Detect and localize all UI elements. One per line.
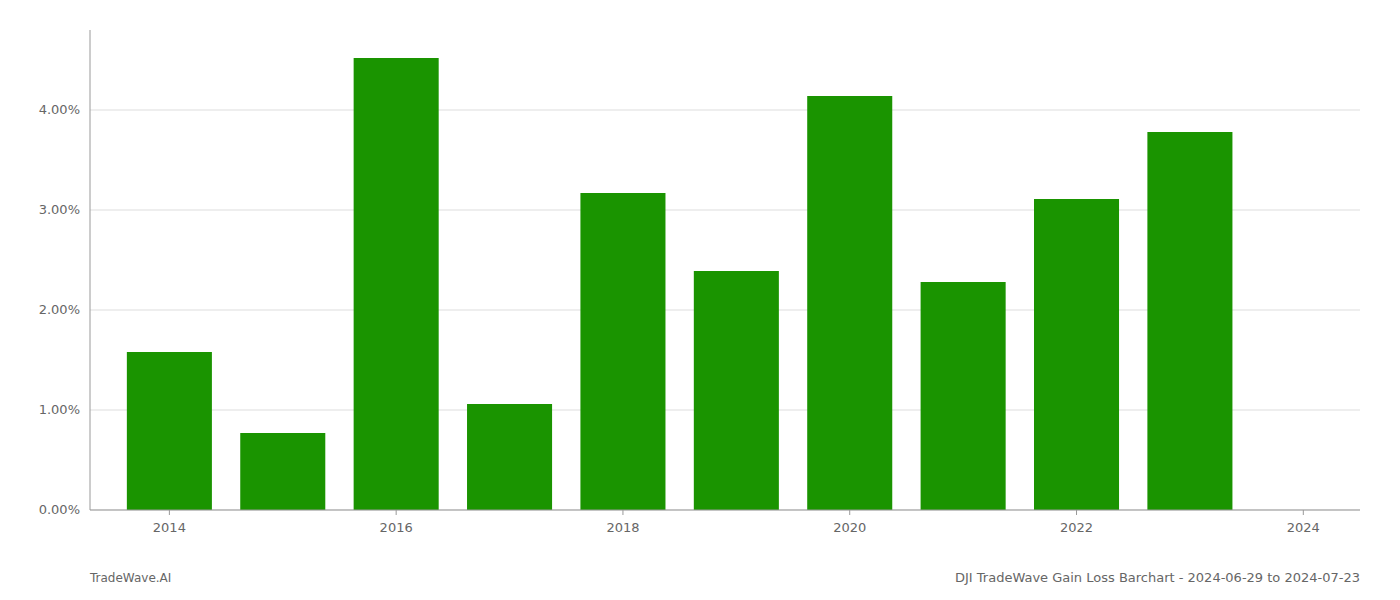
x-tick bbox=[1076, 510, 1077, 515]
bar bbox=[467, 404, 552, 510]
bar bbox=[354, 58, 439, 510]
title: DJI TradeWave Gain Loss Barchart - 2024-… bbox=[955, 570, 1360, 585]
grid bbox=[90, 110, 1360, 510]
watermark: TradeWave.AI bbox=[89, 571, 171, 585]
x-tick-label: 2014 bbox=[153, 520, 186, 535]
chart-container: 0.00% 1.00% 2.00% 3.00% 4.00% 2014 2016 2018 202… bbox=[0, 0, 1400, 600]
y-tick-label: 3.00% bbox=[39, 202, 80, 217]
x-tick bbox=[1303, 510, 1304, 515]
y-axis: 0.00% 1.00% 2.00% 3.00% 4.00% bbox=[39, 102, 80, 517]
bar bbox=[127, 352, 212, 510]
x-tick-label: 2016 bbox=[380, 520, 413, 535]
x-tick bbox=[849, 510, 850, 515]
bar bbox=[694, 271, 779, 510]
bar bbox=[1034, 199, 1119, 510]
y-tick-label: 1.00% bbox=[39, 402, 80, 417]
grid-line bbox=[90, 110, 1360, 111]
bar bbox=[1147, 132, 1232, 510]
bar bbox=[921, 282, 1006, 510]
x-axis-line bbox=[90, 510, 1360, 511]
x-tick-label: 2024 bbox=[1287, 520, 1320, 535]
x-tick bbox=[622, 510, 623, 515]
y-axis-line bbox=[90, 30, 91, 510]
chart-svg: 0.00% 1.00% 2.00% 3.00% 4.00% 2014 2016 2018 202… bbox=[0, 0, 1400, 600]
x-tick bbox=[169, 510, 170, 515]
page: {"chart_data": {"type": "bar", "title": … bbox=[0, 0, 1400, 600]
x-axis: 2014 2016 2018 2020 2022 2024 bbox=[153, 510, 1320, 535]
bar bbox=[807, 96, 892, 510]
bar bbox=[580, 193, 665, 510]
y-tick-label: 4.00% bbox=[39, 102, 80, 117]
bar bbox=[240, 433, 325, 510]
grid-line bbox=[90, 510, 1360, 511]
y-tick-label: 2.00% bbox=[39, 302, 80, 317]
x-tick-label: 2018 bbox=[606, 520, 639, 535]
x-tick-label: 2020 bbox=[833, 520, 866, 535]
x-tick bbox=[396, 510, 397, 515]
bars bbox=[127, 58, 1233, 510]
x-tick-label: 2022 bbox=[1060, 520, 1093, 535]
y-tick-label: 0.00% bbox=[39, 502, 80, 517]
